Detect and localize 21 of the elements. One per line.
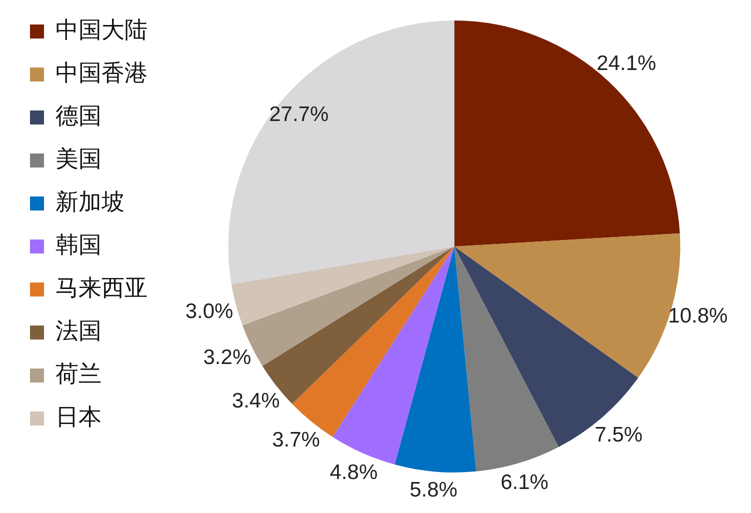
legend-label: 新加坡 [56, 189, 124, 216]
data-label: 24.1% [596, 52, 656, 75]
legend-label: 日本 [56, 404, 102, 430]
data-label: 3.2% [203, 346, 252, 369]
data-label: 3.7% [272, 428, 320, 452]
legend-label: 荷兰 [56, 361, 102, 388]
legend-label: 德国 [56, 103, 102, 130]
data-label: 6.1% [500, 470, 548, 494]
legend-label: 美国 [56, 146, 102, 172]
data-label: 3.0% [185, 300, 234, 324]
data-label: 7.5% [594, 423, 643, 446]
legend-label: 法国 [56, 318, 102, 344]
data-label: 4.8% [330, 461, 378, 484]
data-label: 3.4% [232, 389, 280, 412]
data-label: 27.7% [269, 103, 329, 126]
legend-label: 马来西亚 [56, 275, 148, 302]
data-label: 5.8% [410, 478, 458, 502]
data-label: 10.8% [668, 304, 728, 328]
legend-label: 中国香港 [56, 60, 148, 86]
legend-label: 中国大陆 [56, 17, 148, 44]
legend-label: 韩国 [56, 232, 102, 258]
